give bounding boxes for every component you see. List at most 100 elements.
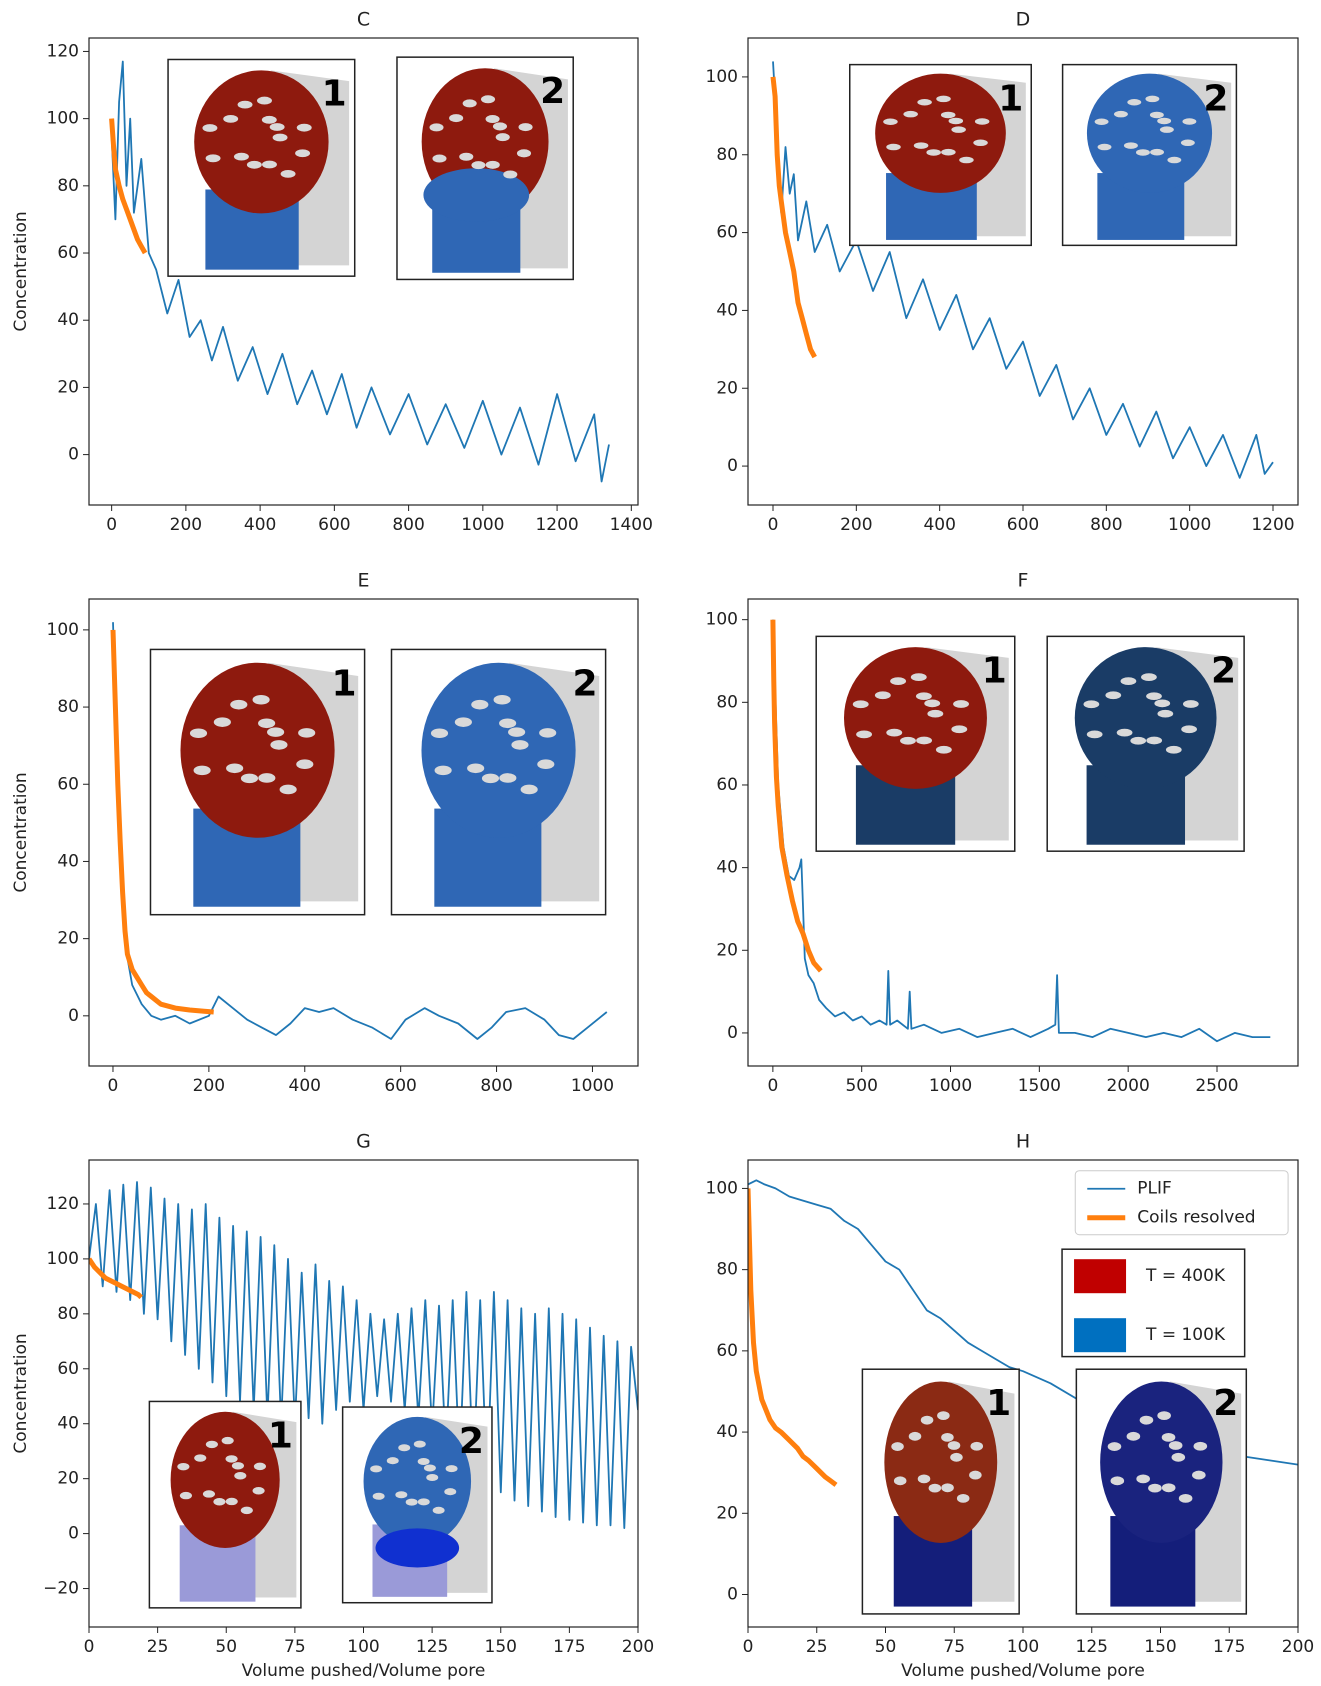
y-tick-label: 40 xyxy=(57,851,79,871)
x-tick-label: 200 xyxy=(1282,1637,1314,1657)
inset-coil xyxy=(398,1444,411,1452)
temperature-swatch xyxy=(1074,1259,1127,1294)
inset-coil xyxy=(539,728,557,738)
inset-coil xyxy=(941,148,956,156)
inset-coil xyxy=(499,718,517,729)
y-tick-label: 60 xyxy=(57,1359,79,1379)
inset-coil xyxy=(948,117,964,125)
inset-sac xyxy=(1074,647,1217,789)
inset-coil xyxy=(480,95,496,104)
series-line xyxy=(112,622,608,1040)
inset-coil xyxy=(883,118,898,125)
x-tick-label: 500 xyxy=(845,1076,877,1096)
inset-coil xyxy=(230,699,248,710)
y-tick-label: 20 xyxy=(716,940,738,960)
inset-coil xyxy=(1107,1442,1122,1451)
inset-coil xyxy=(1180,139,1195,147)
y-tick-label: 20 xyxy=(57,929,79,949)
inset-coil xyxy=(1178,1493,1193,1503)
inset-sac xyxy=(884,1381,998,1543)
inset-coil xyxy=(386,1457,399,1465)
inset-coil xyxy=(1110,1476,1125,1486)
inset: 1 xyxy=(849,63,1032,247)
x-tick-label: 75 xyxy=(284,1637,306,1657)
y-tick-label: 80 xyxy=(57,176,79,196)
series-line xyxy=(89,1257,143,1300)
inset-coil xyxy=(937,1411,950,1421)
inset-coil xyxy=(189,728,208,739)
y-tick-label: 100 xyxy=(47,109,79,129)
x-tick-label: 600 xyxy=(384,1076,416,1096)
inset-coil xyxy=(252,1487,265,1495)
inset-coil xyxy=(940,111,956,119)
inset-coil xyxy=(298,728,316,738)
inset-coil xyxy=(856,730,873,739)
inset-coil xyxy=(471,161,486,170)
inset-coil xyxy=(1161,1432,1176,1442)
inset-coil xyxy=(413,1440,426,1448)
inset-coil xyxy=(495,133,510,142)
inset-coil xyxy=(1126,1431,1141,1441)
inset-coil xyxy=(936,95,951,103)
inset-coil xyxy=(508,727,526,737)
inset-coil xyxy=(920,1415,934,1425)
inset-coil xyxy=(891,1442,904,1451)
inset-coil xyxy=(395,1491,408,1499)
temperature-label: T = 100K xyxy=(1145,1325,1226,1345)
x-tick-label: 175 xyxy=(1213,1637,1245,1657)
inset-coil xyxy=(213,717,231,727)
legend-frame xyxy=(1074,1170,1289,1236)
inset-coil xyxy=(917,98,932,106)
inset-coil xyxy=(1157,1411,1171,1421)
inset-coil xyxy=(267,727,285,737)
inset-coil xyxy=(874,691,891,700)
inset-coil xyxy=(280,169,296,178)
inset-label: 1 xyxy=(332,663,357,704)
y-tick-label: 100 xyxy=(706,610,738,630)
x-tick-label: 2000 xyxy=(1107,1076,1150,1096)
x-tick-label: 600 xyxy=(1007,515,1039,535)
y-tick-label: 20 xyxy=(57,377,79,397)
inset-coil xyxy=(295,149,311,158)
inset-coil xyxy=(1182,700,1199,708)
inset-coil xyxy=(1094,118,1109,125)
inset-coil xyxy=(296,759,314,769)
inset-coil xyxy=(1139,1415,1154,1425)
inset-sac xyxy=(421,662,576,838)
inset-coil xyxy=(1157,117,1172,125)
inset-label: 2 xyxy=(573,663,598,704)
inset-coil xyxy=(269,123,285,131)
x-tick-label: 200 xyxy=(193,1076,225,1096)
inset-coil xyxy=(947,1441,961,1450)
legend-label: PLIF xyxy=(1137,1179,1172,1199)
inset-sac xyxy=(194,70,329,214)
inset-coil xyxy=(233,152,249,161)
inset-coil xyxy=(953,700,969,708)
inset-coil xyxy=(503,170,518,179)
inset-coil xyxy=(202,1490,216,1498)
inset-coil xyxy=(1127,98,1142,106)
inset-front xyxy=(423,168,530,222)
inset-coil xyxy=(1146,692,1162,701)
inset-coil xyxy=(246,160,262,169)
y-tick-label: 120 xyxy=(47,41,79,61)
inset-coil xyxy=(915,692,932,701)
x-tick-label: 200 xyxy=(170,515,202,535)
y-tick-label: 20 xyxy=(57,1469,79,1489)
plot-frame xyxy=(88,598,639,1067)
inset-coil xyxy=(261,115,277,124)
inset-coil xyxy=(974,118,990,125)
series-line xyxy=(748,1188,838,1487)
inset-coil xyxy=(213,1498,226,1506)
inset-coil xyxy=(430,728,449,739)
inset-coil xyxy=(225,1455,238,1463)
inset-coil xyxy=(234,1472,247,1480)
x-tick-label: 200 xyxy=(622,1637,654,1657)
inset-coil xyxy=(272,133,288,142)
inset-coil xyxy=(1181,725,1197,734)
y-tick-label: 100 xyxy=(47,1249,79,1269)
x-tick-label: 800 xyxy=(1090,515,1122,535)
inset: 2 xyxy=(1061,63,1238,247)
inset-coil xyxy=(459,152,474,161)
x-tick-label: 0 xyxy=(106,515,117,535)
